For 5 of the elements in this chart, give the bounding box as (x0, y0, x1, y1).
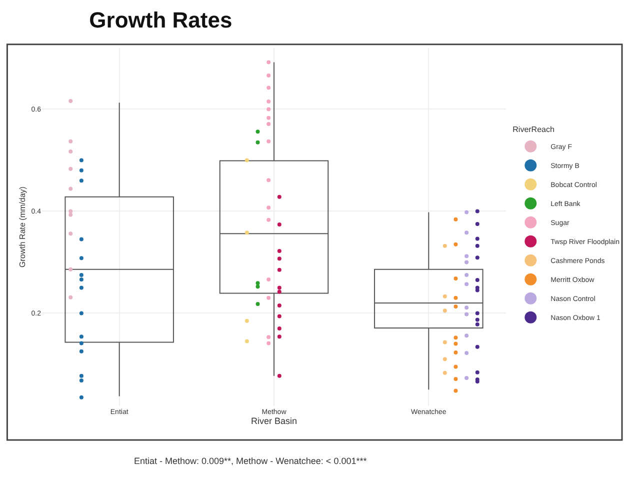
text: Entiat - Methow: 0.009**, Methow - Wenatchee: < 0.001*** (134, 456, 368, 466)
chart-title: Growth Rates (89, 7, 232, 32)
legend-title: RiverReach (512, 124, 554, 134)
y-axis-title: Growth Rate (mm/day) (18, 186, 27, 268)
x-axis-title: River Basin (250, 416, 298, 426)
